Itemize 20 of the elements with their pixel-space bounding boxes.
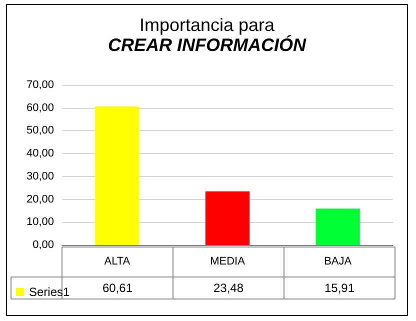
y-tick-label: 40,00: [26, 148, 54, 160]
data-label: 60,61: [102, 281, 133, 295]
data-label: 15,91: [324, 281, 355, 295]
y-tick-label: 0,00: [32, 239, 54, 251]
bar: [95, 106, 140, 245]
y-tick-label: 10,00: [26, 216, 54, 228]
x-tick-label: MEDIA: [210, 256, 246, 268]
y-tick-label: 20,00: [26, 193, 54, 206]
y-tick-label: 30,00: [26, 170, 54, 182]
x-tick-label: BAJA: [324, 256, 352, 268]
x-tick-label: ALTA: [104, 256, 131, 268]
y-tick-label: 70,00: [26, 79, 54, 91]
chart-title: Importancia para: [139, 15, 276, 35]
bar: [316, 208, 360, 245]
data-label: 23,48: [213, 281, 244, 295]
y-tick-label: 60,00: [26, 102, 54, 114]
chart-subtitle: CREAR INFORMACIÓN: [108, 35, 307, 55]
bar: [205, 191, 250, 245]
legend-label: Series1: [29, 285, 70, 299]
y-tick-label: 50,00: [26, 124, 54, 137]
